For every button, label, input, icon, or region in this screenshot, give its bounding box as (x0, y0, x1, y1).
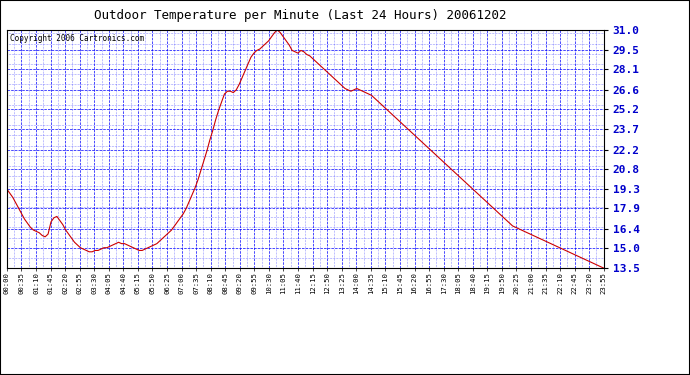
Text: Outdoor Temperature per Minute (Last 24 Hours) 20061202: Outdoor Temperature per Minute (Last 24 … (94, 9, 506, 22)
Text: Copyright 2006 Cartronics.com: Copyright 2006 Cartronics.com (10, 34, 144, 43)
